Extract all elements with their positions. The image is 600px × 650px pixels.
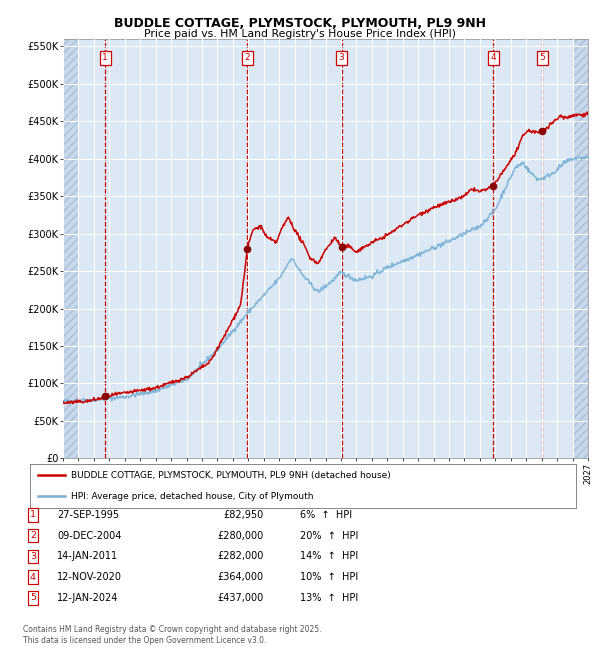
Text: BUDDLE COTTAGE, PLYMSTOCK, PLYMOUTH, PL9 9NH (detached house): BUDDLE COTTAGE, PLYMSTOCK, PLYMOUTH, PL9… (71, 471, 391, 480)
Text: 5: 5 (30, 593, 36, 603)
Text: 3: 3 (338, 53, 344, 62)
Text: HPI: Average price, detached house, City of Plymouth: HPI: Average price, detached house, City… (71, 492, 313, 501)
Text: 3: 3 (30, 552, 36, 561)
Text: 09-DEC-2004: 09-DEC-2004 (57, 530, 121, 541)
Text: 1: 1 (103, 53, 108, 62)
Text: 4: 4 (30, 573, 36, 582)
Bar (63, 39, 79, 458)
Text: BUDDLE COTTAGE, PLYMSTOCK, PLYMOUTH, PL9 9NH: BUDDLE COTTAGE, PLYMSTOCK, PLYMOUTH, PL9… (114, 17, 486, 30)
Text: 13%  ↑  HPI: 13% ↑ HPI (300, 593, 358, 603)
Text: 4: 4 (491, 53, 496, 62)
Text: 14-JAN-2011: 14-JAN-2011 (57, 551, 118, 562)
Text: 12-NOV-2020: 12-NOV-2020 (57, 572, 122, 582)
Text: 20%  ↑  HPI: 20% ↑ HPI (300, 530, 358, 541)
Text: 5: 5 (539, 53, 545, 62)
Text: 27-SEP-1995: 27-SEP-1995 (57, 510, 119, 520)
Text: 10%  ↑  HPI: 10% ↑ HPI (300, 572, 358, 582)
Text: £364,000: £364,000 (218, 572, 264, 582)
Text: 2: 2 (30, 531, 36, 540)
Text: £82,950: £82,950 (224, 510, 264, 520)
Text: £437,000: £437,000 (218, 593, 264, 603)
Bar (572, 39, 588, 458)
Text: £282,000: £282,000 (218, 551, 264, 562)
Text: 1: 1 (30, 510, 36, 519)
Text: 2: 2 (245, 53, 250, 62)
Text: £280,000: £280,000 (218, 530, 264, 541)
Text: 14%  ↑  HPI: 14% ↑ HPI (300, 551, 358, 562)
Text: Price paid vs. HM Land Registry's House Price Index (HPI): Price paid vs. HM Land Registry's House … (144, 29, 456, 39)
Text: Contains HM Land Registry data © Crown copyright and database right 2025.
This d: Contains HM Land Registry data © Crown c… (23, 625, 322, 645)
Text: 12-JAN-2024: 12-JAN-2024 (57, 593, 118, 603)
Text: 6%  ↑  HPI: 6% ↑ HPI (300, 510, 352, 520)
